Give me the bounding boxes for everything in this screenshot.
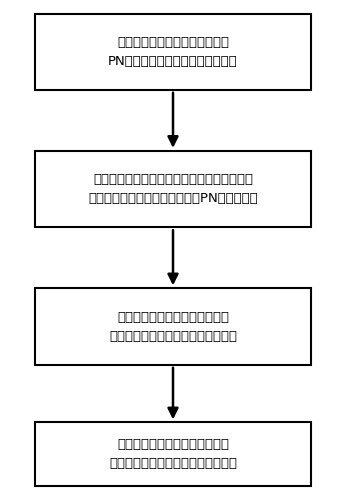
- Text: 频域接收单元的判决变量值计算
单元根据相关结果计算出判决变量值: 频域接收单元的判决变量值计算 单元根据相关结果计算出判决变量值: [109, 310, 237, 343]
- Bar: [35, 14, 311, 90]
- Bar: [35, 151, 311, 227]
- Text: 频域接收单元的频域相关单元将接收数据变换
到频域，削峰限幅后与本地扩展PN序列作相关: 频域接收单元的频域相关单元将接收数据变换 到频域，削峰限幅后与本地扩展PN序列作…: [88, 173, 258, 205]
- Bar: [35, 422, 311, 486]
- Bar: [35, 289, 311, 364]
- Text: 频域发送单元发送两个频域上的
PN扩展序列符号作为前导训练序列: 频域发送单元发送两个频域上的 PN扩展序列符号作为前导训练序列: [108, 35, 238, 68]
- Text: 频域接收单元的判决器单元根据
判决变量值及位置信息判定信号到达: 频域接收单元的判决器单元根据 判决变量值及位置信息判定信号到达: [109, 438, 237, 470]
